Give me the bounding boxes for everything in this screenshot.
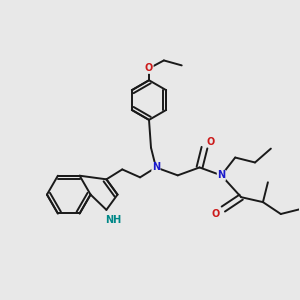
Text: O: O: [211, 209, 220, 219]
Text: O: O: [145, 63, 153, 74]
Text: O: O: [206, 137, 214, 147]
Text: N: N: [217, 170, 225, 180]
Text: N: N: [152, 162, 160, 172]
Text: NH: NH: [105, 215, 122, 225]
